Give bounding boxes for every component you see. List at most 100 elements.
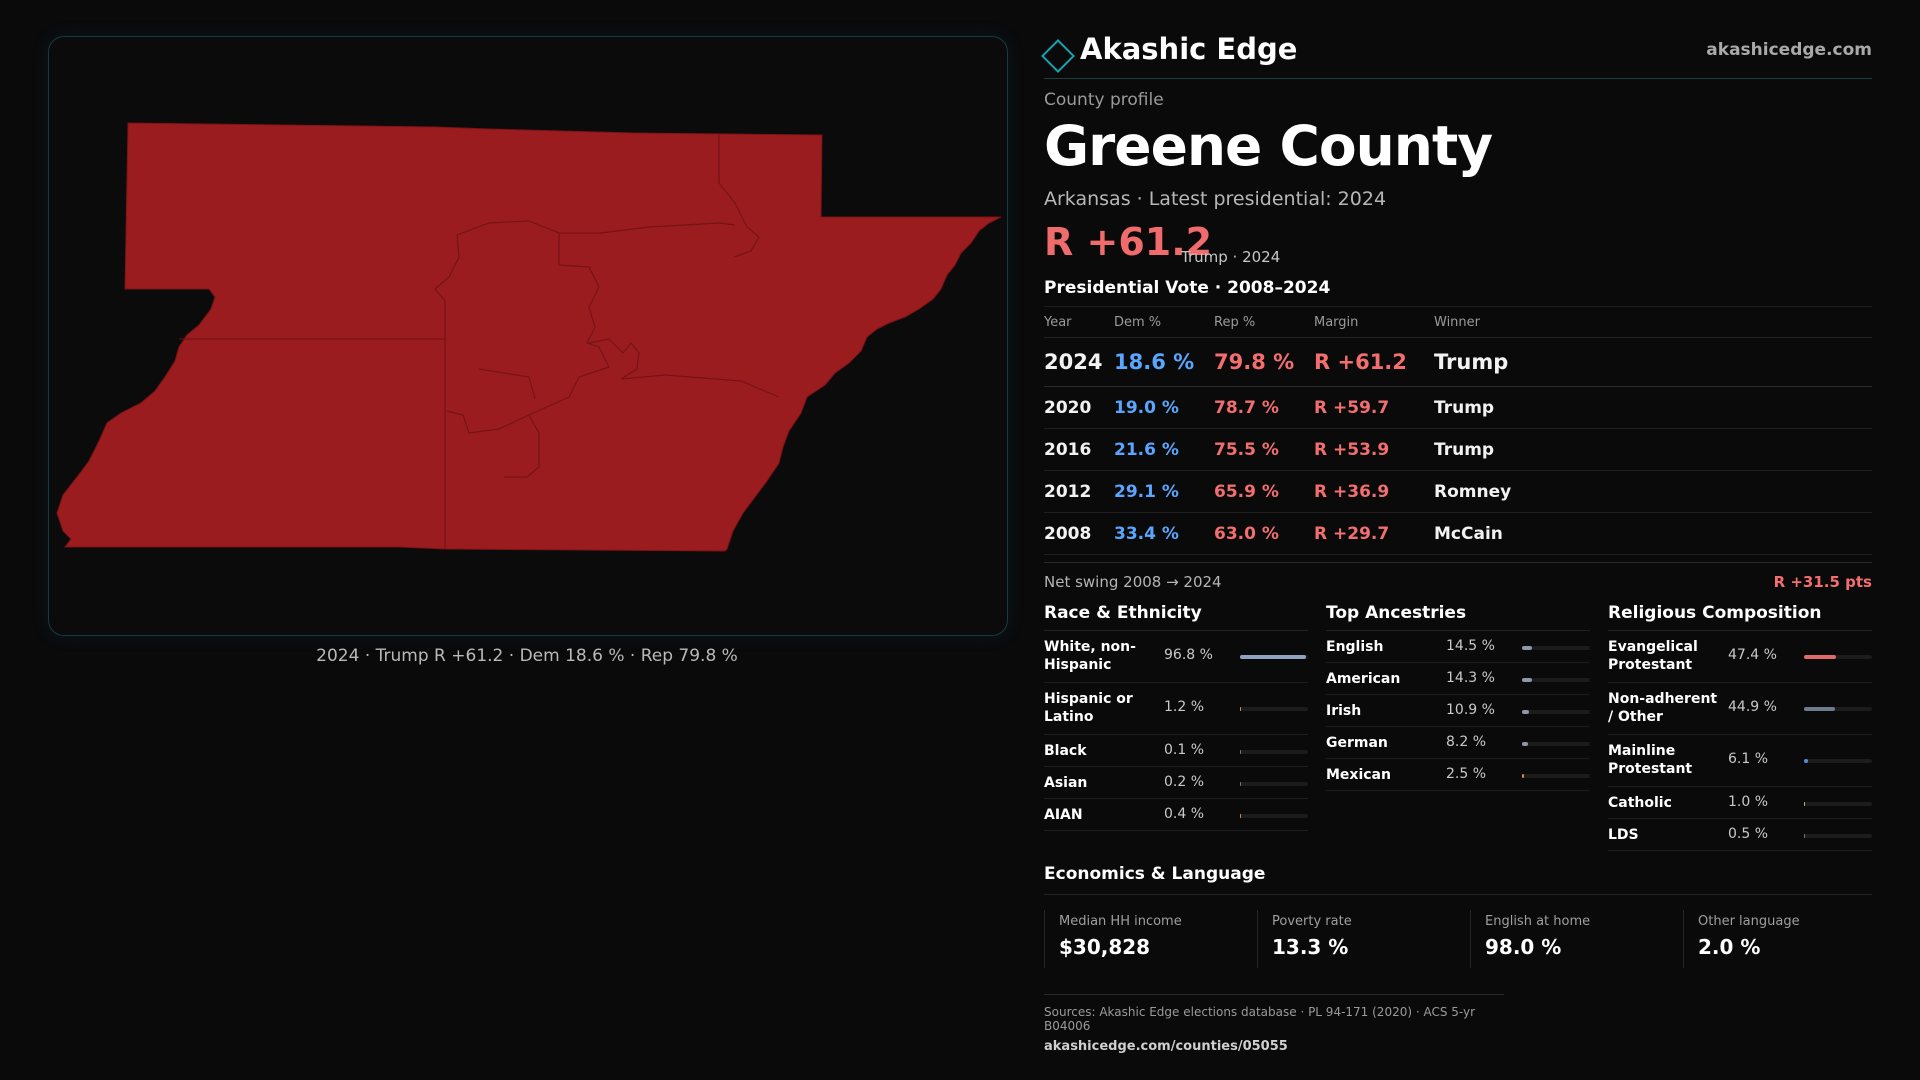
list-item: American 14.3 % <box>1326 663 1590 695</box>
sources-footer: Sources: Akashic Edge elections database… <box>1044 994 1504 1054</box>
item-label: American <box>1326 671 1401 687</box>
row-year: 2016 <box>1044 428 1114 471</box>
item-percent: 1.0 % <box>1728 794 1769 810</box>
econ-label: Median HH income <box>1059 914 1182 929</box>
list-item: LDS 0.5 % <box>1608 819 1872 851</box>
item-bar-fill <box>1522 678 1532 682</box>
item-label: Non-adherent / Other <box>1608 691 1718 725</box>
vote-section-title: Presidential Vote · 2008–2024 <box>1044 278 1331 298</box>
row-margin: R +53.9 <box>1314 428 1434 471</box>
ancestry-list: English 14.5 % American 14.3 % Irish 10.9 % Ge… <box>1326 631 1590 791</box>
brand-name: Akashic Edge <box>1080 32 1298 66</box>
item-label: AIAN <box>1044 807 1083 823</box>
item-bar-fill <box>1522 742 1528 746</box>
row-winner: Trump <box>1434 428 1872 471</box>
row-year: 2020 <box>1044 386 1114 429</box>
item-bar-fill <box>1240 814 1242 818</box>
item-percent: 96.8 % <box>1164 647 1213 663</box>
item-label: Mainline Protestant <box>1608 743 1693 777</box>
item-bar <box>1240 707 1308 711</box>
list-item: Mainline Protestant 6.1 % <box>1608 735 1872 787</box>
item-bar <box>1240 782 1308 786</box>
item-bar-fill <box>1804 834 1806 838</box>
list-item: Irish 10.9 % <box>1326 695 1590 727</box>
econ-cell-income: Median HH income $30,828 <box>1044 910 1257 968</box>
brand-header: Akashic Edge akashicedge.com <box>1041 32 1872 79</box>
list-item: Mexican 2.5 % <box>1326 759 1590 791</box>
item-percent: 2.5 % <box>1446 766 1487 782</box>
item-label: White, non-Hispanic <box>1044 639 1136 673</box>
headline-note: Trump · 2024 <box>1181 248 1281 266</box>
table-row: 2024 18.6 % 79.8 % R +61.2 Trump <box>1044 337 1872 387</box>
row-rep: 78.7 % <box>1214 386 1314 429</box>
religion-section: Religious Composition Evangelical Protes… <box>1608 600 1872 851</box>
list-item: Black 0.1 % <box>1044 735 1308 767</box>
item-bar-fill <box>1804 802 1806 806</box>
econ-label: Other language <box>1698 914 1800 929</box>
list-item: Catholic 1.0 % <box>1608 787 1872 819</box>
swing-value: R +31.5 pts <box>1773 573 1872 591</box>
item-bar-fill <box>1522 646 1532 650</box>
item-percent: 14.5 % <box>1446 638 1495 654</box>
religion-list: Evangelical Protestant 47.4 % Non-adherent… <box>1608 631 1872 851</box>
item-bar-fill <box>1240 750 1242 754</box>
item-bar <box>1804 802 1872 806</box>
row-winner: Trump <box>1434 337 1872 387</box>
row-rep: 79.8 % <box>1214 337 1314 387</box>
item-label: Hispanic or Latino <box>1044 691 1133 725</box>
econ-section-title: Economics & Language <box>1044 864 1872 895</box>
row-year: 2012 <box>1044 470 1114 513</box>
row-year: 2024 <box>1044 337 1114 387</box>
map-caption: 2024 · Trump R +61.2 · Dem 18.6 % · Rep … <box>316 646 738 666</box>
ancestry-section: Top Ancestries English 14.5 % American 14.3… <box>1326 600 1590 791</box>
item-label: Irish <box>1326 703 1362 719</box>
item-label: Black <box>1044 743 1087 759</box>
row-dem: 29.1 % <box>1114 470 1214 513</box>
profile-subtitle: Arkansas · Latest presidential: 2024 <box>1044 188 1387 210</box>
list-item: Non-adherent / Other 44.9 % <box>1608 683 1872 735</box>
item-bar <box>1240 655 1308 659</box>
row-margin: R +59.7 <box>1314 386 1434 429</box>
item-label: Catholic <box>1608 795 1672 811</box>
row-rep: 63.0 % <box>1214 512 1314 555</box>
sources-url-link[interactable]: akashicedge.com/counties/05055 <box>1044 1039 1288 1054</box>
religion-section-title: Religious Composition <box>1608 600 1872 631</box>
item-bar-fill <box>1804 759 1809 763</box>
county-map <box>56 122 1002 552</box>
list-item: Asian 0.2 % <box>1044 767 1308 799</box>
item-bar <box>1804 759 1872 763</box>
vote-table: Year Dem % Rep % Margin Winner 2024 18.6… <box>1044 306 1872 555</box>
sources-text: Sources: Akashic Edge elections database… <box>1044 1005 1476 1033</box>
header-dem: Dem % <box>1114 306 1214 338</box>
race-section-title: Race & Ethnicity <box>1044 600 1308 631</box>
page-title: Greene County <box>1044 114 1493 178</box>
item-percent: 6.1 % <box>1728 751 1769 767</box>
row-rep: 75.5 % <box>1214 428 1314 471</box>
item-percent: 0.1 % <box>1164 742 1205 758</box>
row-year: 2008 <box>1044 512 1114 555</box>
header-margin: Margin <box>1314 306 1434 338</box>
item-percent: 44.9 % <box>1728 699 1777 715</box>
econ-grid: Median HH income $30,828 Poverty rate 13… <box>1044 910 1872 970</box>
item-percent: 0.2 % <box>1164 774 1205 790</box>
table-row: 2008 33.4 % 63.0 % R +29.7 McCain <box>1044 512 1872 555</box>
econ-label: Poverty rate <box>1272 914 1352 929</box>
item-percent: 47.4 % <box>1728 647 1777 663</box>
list-item: English 14.5 % <box>1326 631 1590 663</box>
item-bar-fill <box>1804 655 1837 659</box>
item-percent: 8.2 % <box>1446 734 1487 750</box>
brand-url-link[interactable]: akashicedge.com <box>1706 40 1872 60</box>
row-winner: Trump <box>1434 386 1872 429</box>
profile-eyebrow: County profile <box>1044 90 1164 110</box>
row-margin: R +29.7 <box>1314 512 1434 555</box>
item-label: LDS <box>1608 827 1639 843</box>
item-bar-fill <box>1804 707 1835 711</box>
list-item: White, non-Hispanic 96.8 % <box>1044 631 1308 683</box>
row-margin: R +36.9 <box>1314 470 1434 513</box>
item-bar <box>1804 707 1872 711</box>
item-bar <box>1240 814 1308 818</box>
item-bar <box>1522 742 1590 746</box>
list-item: AIAN 0.4 % <box>1044 799 1308 831</box>
econ-cell-english: English at home 98.0 % <box>1470 910 1683 968</box>
item-label: German <box>1326 735 1388 751</box>
